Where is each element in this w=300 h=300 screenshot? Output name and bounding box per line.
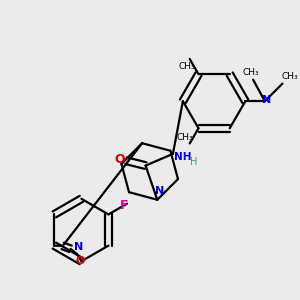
Text: CH₃: CH₃	[178, 62, 195, 71]
Text: CH₃: CH₃	[176, 133, 193, 142]
Text: N: N	[154, 186, 164, 196]
Text: O: O	[114, 153, 124, 166]
Text: NH: NH	[174, 152, 191, 162]
Text: N: N	[74, 242, 83, 252]
Text: CH₃: CH₃	[243, 68, 260, 77]
Text: O: O	[75, 256, 85, 266]
Text: CH₃: CH₃	[282, 72, 298, 81]
Text: F: F	[120, 199, 128, 212]
Text: H: H	[190, 157, 198, 167]
Text: N: N	[262, 95, 272, 105]
